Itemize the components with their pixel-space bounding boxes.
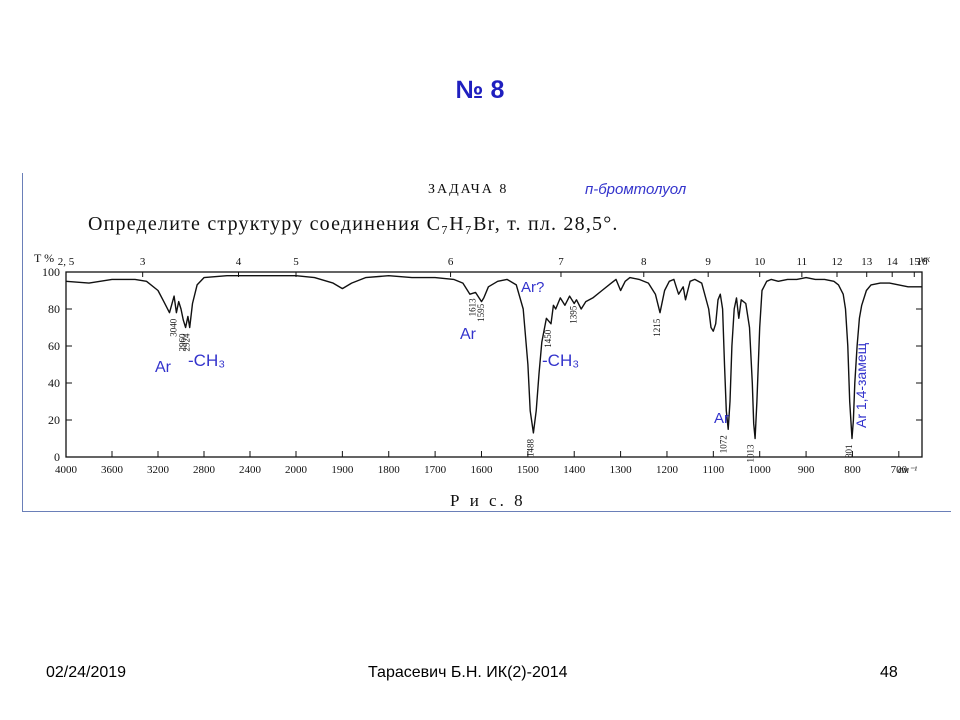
x-tick-label: 900 (798, 464, 815, 476)
footer-center: Тарасевич Б.Н. ИК(2)-2014 (368, 664, 568, 681)
x-tick-label: 1700 (424, 464, 447, 476)
y-tick-label: 80 (48, 302, 60, 316)
y-tick-label: 100 (42, 265, 60, 279)
compound-name: п-бромтолуол (585, 181, 687, 198)
peak-label: 1595 (476, 303, 486, 322)
peak-label: 2960 (178, 333, 188, 352)
x-tick-label: 2400 (239, 464, 262, 476)
footer-page-number: 48 (880, 664, 898, 681)
micron-tick-label: 5 (293, 256, 299, 268)
x-tick-label: 700 (891, 464, 908, 476)
y-tick-label: 20 (48, 413, 60, 427)
x-tick-label: 1600 (470, 464, 493, 476)
band-label: -CH₃ (188, 351, 225, 370)
micron-tick-label: 12 (831, 256, 842, 268)
y-axis-label: T % (34, 251, 54, 265)
task-label: ЗАДАЧА 8 (428, 182, 508, 197)
micron-tick-label: 14 (887, 256, 899, 268)
figure-frame (22, 173, 951, 512)
x-tick-label: 1200 (656, 464, 679, 476)
micron-tick-label: 2, 5 (58, 256, 75, 268)
x-axis-unit-bottom: см⁻¹ (898, 465, 917, 476)
transmittance-line (65, 275, 922, 440)
x-tick-label: 3600 (101, 464, 124, 476)
peak-label: 1395 (569, 305, 579, 324)
band-label: Ar 1,4-замещ (853, 342, 869, 428)
x-tick-label: 4000 (55, 464, 78, 476)
plot-border (65, 271, 923, 458)
x-tick-label: 1100 (703, 464, 725, 476)
y-tick-label: 40 (48, 376, 60, 390)
x-tick-label: 2800 (193, 464, 216, 476)
micron-tick-label: 13 (861, 256, 873, 268)
micron-tick-label: 8 (641, 256, 647, 268)
band-label: Ar (714, 410, 729, 427)
peak-label: 1013 (746, 444, 756, 463)
x-tick-label: 1300 (610, 464, 633, 476)
chart-axes (65, 271, 923, 458)
micron-tick-label: 10 (754, 256, 766, 268)
figure-caption: Р и с. 8 (450, 491, 526, 510)
band-labels: Ar -CH₃ Ar Ar? -CH₃ Ar Ar 1,4-замещ (155, 279, 869, 428)
x-tick-label: 1500 (517, 464, 540, 476)
y-tick-label: 0 (54, 450, 60, 464)
peak-label: 2924 (182, 333, 192, 352)
micron-tick-label: 16 (917, 256, 929, 268)
x-tick-label: 2000 (285, 464, 308, 476)
peak-label: 1450 (543, 329, 553, 348)
slide-title: № 8 (455, 76, 505, 104)
band-label: -CH₃ (542, 351, 579, 370)
band-label: Ar? (521, 279, 544, 296)
x-tick-label: 1400 (563, 464, 586, 476)
micron-tick-label: 3 (140, 256, 146, 268)
peak-label: 1072 (718, 435, 728, 453)
y-tick-label: 60 (48, 339, 60, 353)
peak-label: 3040 (168, 318, 178, 337)
micron-tick-label: 15 (909, 256, 921, 268)
task-prompt: Определите структуру соединения C₇H₇Br, … (88, 213, 619, 235)
chart-series (65, 275, 922, 440)
peak-label: 1613 (467, 298, 477, 317)
micron-tick-label: 11 (797, 256, 808, 268)
peak-label: 1215 (652, 318, 662, 337)
micron-tick-label: 7 (558, 256, 564, 268)
x-tick-label: 1900 (331, 464, 354, 476)
x-tick-label: 1000 (749, 464, 772, 476)
x-axis-unit-top: мк (919, 254, 931, 264)
x-tick-label: 800 (844, 464, 861, 476)
micron-tick-label: 9 (705, 256, 711, 268)
chart-ticks: 0 20 40 60 80 100 4000 3600 3200 2800 2400 2000 1900… (42, 256, 928, 476)
peak-label: 801 (844, 445, 854, 459)
micron-tick-label: 6 (448, 256, 454, 268)
footer-date: 02/24/2019 (46, 664, 127, 681)
peak-label: 1488 (525, 438, 535, 457)
x-tick-label: 3200 (147, 464, 170, 476)
x-tick-label: 1800 (378, 464, 401, 476)
micron-tick-label: 4 (236, 256, 242, 268)
band-label: Ar (155, 359, 172, 376)
band-label: Ar (460, 326, 477, 343)
